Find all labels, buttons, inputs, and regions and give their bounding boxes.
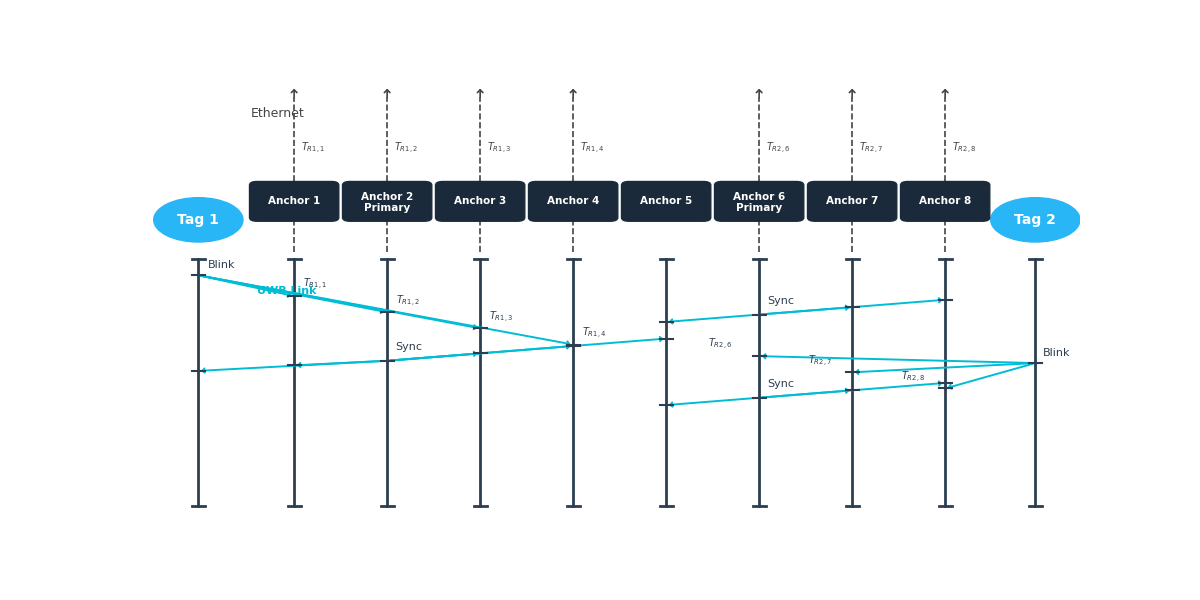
- Text: Blink: Blink: [1043, 348, 1070, 358]
- Text: $T_{R1,3}$: $T_{R1,3}$: [487, 140, 511, 156]
- Text: $T_{R2,7}$: $T_{R2,7}$: [859, 140, 883, 156]
- Text: Anchor 4: Anchor 4: [547, 196, 599, 206]
- Text: UWB Link: UWB Link: [257, 286, 317, 296]
- FancyBboxPatch shape: [342, 181, 432, 221]
- Text: $T_{R2,6}$: $T_{R2,6}$: [766, 140, 790, 156]
- Text: $T_{R2,8}$: $T_{R2,8}$: [952, 140, 976, 156]
- FancyBboxPatch shape: [436, 181, 524, 221]
- Circle shape: [991, 197, 1080, 242]
- Text: Sync: Sync: [396, 343, 422, 352]
- Text: Ethernet: Ethernet: [251, 107, 304, 120]
- Text: Tag 2: Tag 2: [1014, 213, 1056, 227]
- Text: $T_{R2,6}$: $T_{R2,6}$: [708, 337, 732, 352]
- FancyBboxPatch shape: [808, 181, 896, 221]
- FancyBboxPatch shape: [900, 181, 990, 221]
- Text: Primary: Primary: [736, 203, 782, 214]
- Text: Anchor 3: Anchor 3: [454, 196, 506, 206]
- Text: $T_{R1,1}$: $T_{R1,1}$: [302, 277, 326, 292]
- Text: Primary: Primary: [364, 203, 410, 214]
- Text: $T_{R2,8}$: $T_{R2,8}$: [900, 370, 925, 385]
- Text: $T_{R1,4}$: $T_{R1,4}$: [582, 326, 606, 341]
- Text: $T_{R1,4}$: $T_{R1,4}$: [580, 140, 604, 156]
- Text: Sync: Sync: [768, 296, 794, 306]
- Text: Tag 1: Tag 1: [178, 213, 220, 227]
- Text: Anchor 7: Anchor 7: [826, 196, 878, 206]
- Text: Anchor 1: Anchor 1: [268, 196, 320, 206]
- Text: $T_{R1,3}$: $T_{R1,3}$: [488, 310, 512, 325]
- Text: Anchor 6: Anchor 6: [733, 193, 785, 202]
- Text: Sync: Sync: [768, 379, 794, 389]
- Text: Blink: Blink: [208, 260, 235, 270]
- Text: Anchor 2: Anchor 2: [361, 193, 413, 202]
- Text: Anchor 8: Anchor 8: [919, 196, 971, 206]
- Text: $T_{R1,2}$: $T_{R1,2}$: [394, 140, 418, 156]
- FancyBboxPatch shape: [250, 181, 338, 221]
- FancyBboxPatch shape: [528, 181, 618, 221]
- Text: $T_{R1,2}$: $T_{R1,2}$: [396, 293, 420, 308]
- Text: $T_{R1,1}$: $T_{R1,1}$: [301, 140, 325, 156]
- FancyBboxPatch shape: [622, 181, 710, 221]
- Text: $T_{R2,7}$: $T_{R2,7}$: [808, 353, 832, 368]
- FancyBboxPatch shape: [714, 181, 804, 221]
- Circle shape: [154, 197, 242, 242]
- Text: Anchor 5: Anchor 5: [640, 196, 692, 206]
